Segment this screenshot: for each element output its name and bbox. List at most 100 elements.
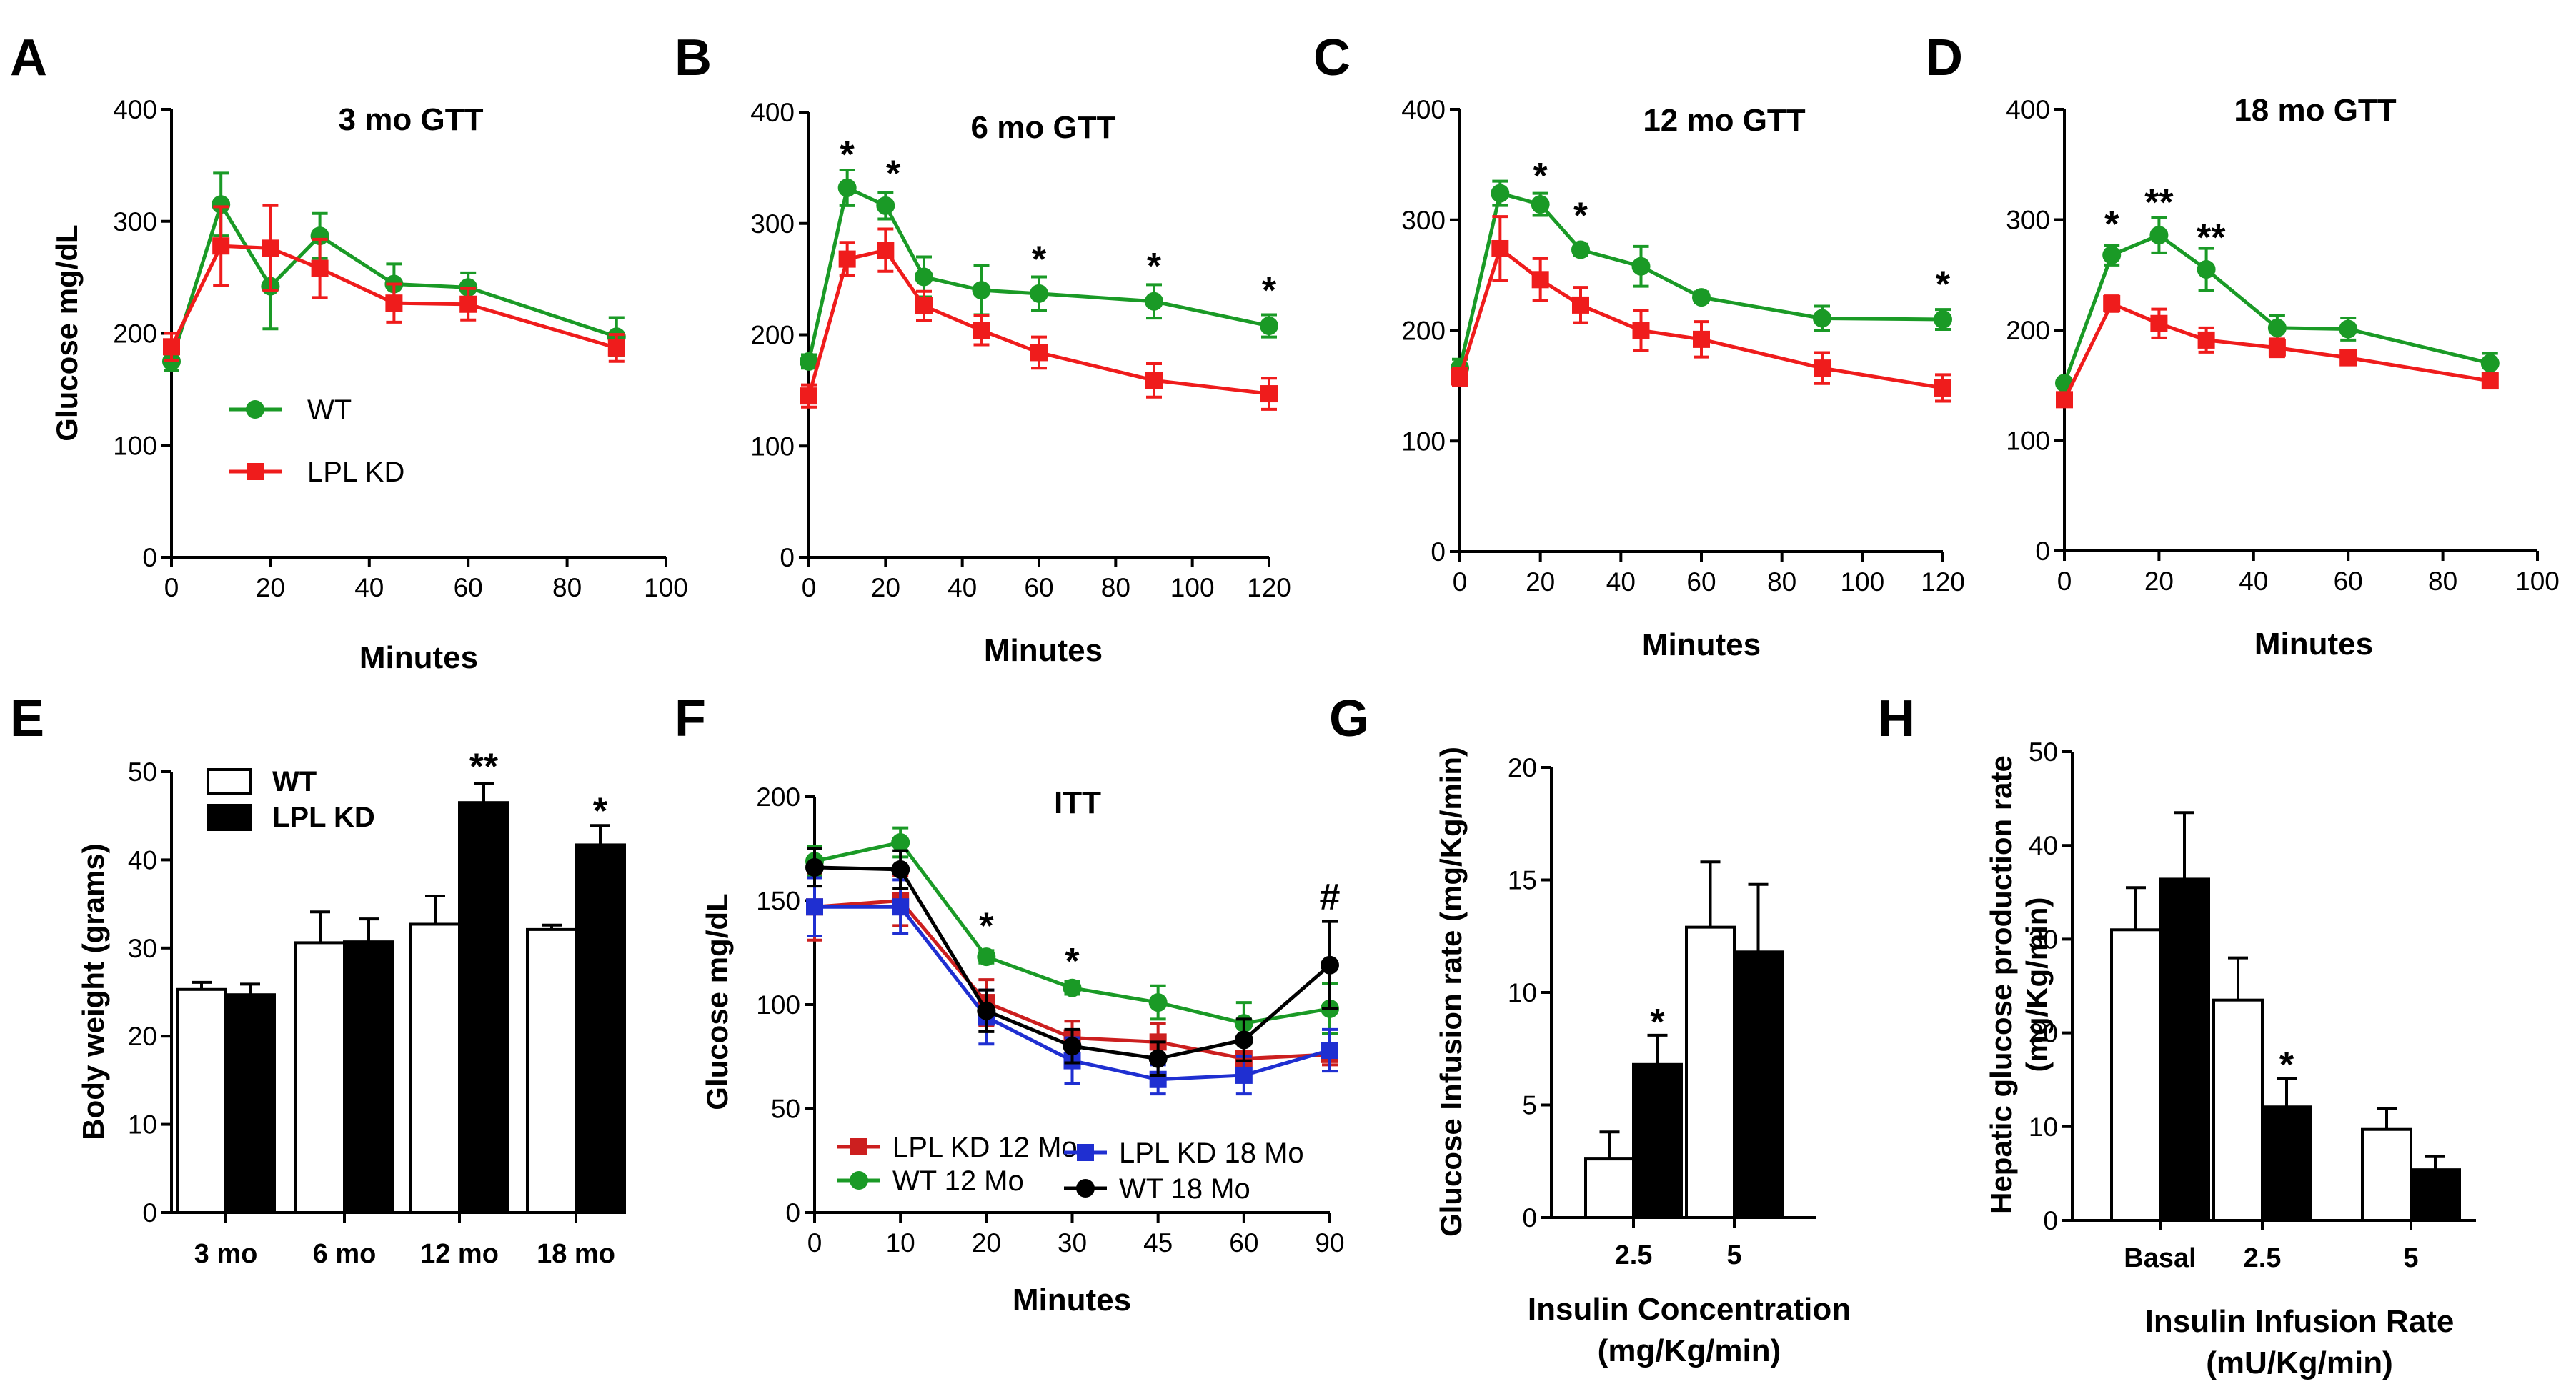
y-tick-label: 100 xyxy=(756,990,800,1020)
x-tick-label: 80 xyxy=(1767,567,1796,597)
x-tick-label: 120 xyxy=(1247,573,1291,602)
panel-label: B xyxy=(675,29,712,86)
x-tick-label: 60 xyxy=(1686,567,1716,597)
significance-marker: * xyxy=(1065,941,1080,982)
x-axis-label: Minutes xyxy=(984,633,1103,668)
bar-lpl-kd xyxy=(224,993,276,1215)
y-tick-label: 0 xyxy=(2043,1206,2058,1235)
x-axis-label: Minutes xyxy=(359,640,478,675)
x-axis-label: Insulin Infusion Rate (mU/Kg/min) xyxy=(2145,1304,2455,1380)
data-point xyxy=(2268,339,2286,357)
legend-label: WT xyxy=(272,766,317,797)
bar-wt xyxy=(2110,928,2162,1223)
x-axis-label-line: Insulin Concentration xyxy=(1528,1292,1851,1327)
x-tick-label: Basal xyxy=(2124,1243,2196,1273)
y-axis-label: Glucose mg/dL xyxy=(700,893,734,1110)
y-tick-label: 0 xyxy=(142,1198,157,1228)
panel-label: E xyxy=(10,690,44,747)
data-point xyxy=(2481,372,2499,390)
data-point xyxy=(1632,322,1650,339)
significance-marker: ** xyxy=(469,747,499,788)
y-tick-label: 0 xyxy=(2035,537,2050,566)
data-point xyxy=(2056,391,2073,409)
data-point xyxy=(2267,318,2287,337)
data-point xyxy=(1145,292,1163,311)
y-axis-label: Body weight (grams) xyxy=(76,843,110,1140)
x-tick-label: 80 xyxy=(1101,573,1130,602)
bar-wt xyxy=(2361,1127,2412,1222)
data-point xyxy=(2102,245,2122,264)
legend: WT LPL KD xyxy=(207,766,375,833)
bar-lpl-kd xyxy=(343,940,394,1214)
x-tick-label: 40 xyxy=(1606,567,1636,597)
series-wt-12-mo xyxy=(805,826,1339,1046)
x-tick-label: 90 xyxy=(1315,1228,1344,1258)
y-tick-label: 400 xyxy=(750,98,795,127)
y-tick-label: 400 xyxy=(2006,95,2050,124)
significance-marker: * xyxy=(1573,196,1588,237)
data-point xyxy=(977,1001,996,1020)
series-wt xyxy=(162,171,626,372)
data-point xyxy=(805,857,824,877)
series-wt xyxy=(1451,179,1952,379)
data-point xyxy=(1813,309,1831,328)
significance-marker: ** xyxy=(2197,217,2226,259)
y-tick-label: 100 xyxy=(2006,427,2050,456)
chart-panel-e: E Body weight (grams) 0 10 20 30 40 50 3 mo 6 mo 1… xyxy=(10,690,626,1269)
data-point xyxy=(2197,260,2216,279)
chart-panel-b: B 6 mo GTT Minutes 0 100 200 300 400 0 20 40 60 80 10… xyxy=(675,29,1291,668)
data-point xyxy=(1235,1066,1253,1084)
chart-title: 12 mo GTT xyxy=(1643,103,1805,138)
legend-label: LPL KD xyxy=(272,802,375,833)
series-wt xyxy=(2055,216,2500,393)
x-tick-label: 100 xyxy=(644,573,688,602)
data-point xyxy=(1145,372,1163,389)
chart-panel-c: C 12 mo GTT Minutes 0 100 200 300 400 0 20 40 60 80 1… xyxy=(1313,29,1965,662)
x-tick-label: 5 xyxy=(2403,1243,2418,1273)
y-tick-label: 100 xyxy=(1401,427,1446,456)
data-point xyxy=(1451,368,1468,386)
y-axis-label-line: Hepatic glucose production rate xyxy=(1984,755,2018,1214)
panel-label: C xyxy=(1313,29,1351,86)
data-point xyxy=(2197,331,2215,349)
bar-lpl-kd xyxy=(1632,1062,1683,1220)
x-tick-label: 40 xyxy=(2239,567,2268,596)
y-tick-label: 200 xyxy=(756,782,800,812)
series-wt-18-mo xyxy=(805,847,1339,1077)
data-point xyxy=(1531,271,1549,289)
legend-label: LPL KD 18 Mo xyxy=(1119,1137,1304,1169)
x-tick-label: 40 xyxy=(948,573,977,602)
bar-group-3-mo xyxy=(176,980,276,1215)
data-point xyxy=(1321,955,1339,975)
significance-marker: * xyxy=(1936,264,1951,306)
y-tick-label: 0 xyxy=(1522,1203,1537,1233)
y-tick-label: 20 xyxy=(128,1022,157,1051)
x-tick-label: 120 xyxy=(1921,567,1965,597)
data-point xyxy=(1572,296,1589,314)
x-tick-label: 6 mo xyxy=(313,1239,377,1269)
data-point xyxy=(915,267,933,287)
bar-lpl-kd xyxy=(2159,877,2210,1222)
data-point xyxy=(877,242,895,259)
y-tick-label: 10 xyxy=(2029,1112,2058,1142)
data-point xyxy=(972,281,991,300)
legend-marker xyxy=(850,1171,868,1190)
x-tick-label: 60 xyxy=(454,573,483,602)
x-tick-label: 0 xyxy=(2057,567,2072,596)
y-tick-label: 50 xyxy=(2029,737,2058,767)
x-tick-label: 30 xyxy=(1058,1228,1087,1258)
bar-wt xyxy=(1584,1157,1635,1219)
y-tick-label: 300 xyxy=(1401,206,1446,235)
bar-group-18-mo xyxy=(526,824,626,1214)
bar-wt xyxy=(526,927,577,1214)
chart-title: 6 mo GTT xyxy=(971,110,1116,145)
y-tick-label: 30 xyxy=(128,934,157,963)
x-tick-label: 20 xyxy=(972,1228,1001,1258)
x-axis-label-line: Insulin Infusion Rate xyxy=(2145,1304,2455,1339)
bar-wt xyxy=(294,941,346,1214)
x-tick-label: 18 mo xyxy=(537,1239,615,1269)
x-tick-label: 0 xyxy=(802,573,817,602)
legend-label: WT 18 Mo xyxy=(1119,1173,1250,1205)
